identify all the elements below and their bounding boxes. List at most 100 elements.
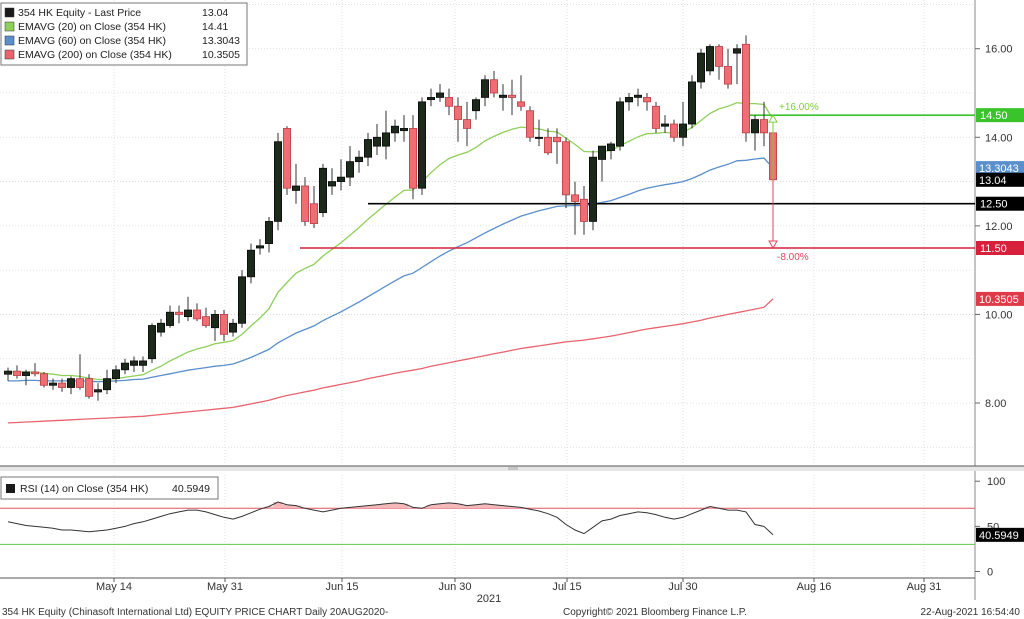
price-tick-label: 12.00 — [985, 221, 1013, 233]
legend-label: EMAVG (20) on Close (354 HK) — [18, 21, 166, 33]
upside-arrow-head — [768, 114, 778, 123]
candle-up — [598, 145, 607, 160]
footer: 354 HK Equity (Chinasoft International L… — [2, 607, 1020, 618]
downside-arrow-head — [768, 240, 778, 250]
legend-label: EMAVG (60) on Close (354 HK) — [18, 35, 166, 47]
candle-up — [129, 360, 138, 366]
annotations: +16.00% -8.00% — [768, 102, 819, 263]
candle-down — [309, 203, 318, 225]
candle-down — [517, 101, 526, 107]
candle-up — [417, 101, 426, 189]
candle-down — [300, 185, 309, 222]
rsi-legend-swatch — [6, 484, 15, 493]
candle-up — [363, 139, 372, 158]
candle-up — [733, 48, 742, 54]
candle-up — [679, 123, 688, 138]
upside-percent-label: +16.00% — [779, 102, 819, 113]
level-tag-label: 11.50 — [980, 243, 1007, 255]
ema-lines — [7, 102, 774, 424]
candle-up — [471, 99, 480, 112]
candle-up — [372, 136, 381, 147]
date-tick-label: May 14 — [96, 581, 132, 593]
year-label: 2021 — [477, 593, 501, 605]
candle-up — [273, 141, 282, 222]
legend-value: 13.3043 — [202, 35, 240, 47]
legend-label: EMAVG (200) on Close (354 HK) — [18, 49, 172, 61]
candles — [4, 35, 778, 401]
candle-up — [535, 136, 544, 139]
candle-up — [94, 389, 103, 393]
candle-up — [751, 119, 760, 134]
candle-up — [318, 167, 327, 213]
price-tick-label: 16.00 — [985, 44, 1013, 56]
rsi-value-tag — [976, 527, 1024, 542]
footer-timestamp: 22-Aug-2021 16:54:40 — [920, 607, 1020, 618]
horizontal-levels: 14.50 12.50 11.50 — [300, 108, 1024, 255]
candle-down — [201, 316, 210, 326]
candle-up — [67, 378, 76, 388]
candle-down — [526, 110, 535, 138]
candle-up — [354, 156, 363, 163]
candle-up — [21, 371, 30, 376]
date-tick-label: Aug 16 — [797, 581, 832, 593]
candle-up — [480, 79, 489, 98]
candle-down — [670, 123, 679, 138]
candle-up — [165, 311, 174, 326]
level-tag-label: 12.50 — [980, 199, 1008, 211]
candle-up — [336, 176, 345, 182]
candle-up — [121, 362, 130, 371]
candle-up — [147, 325, 156, 360]
date-tick-label: Jun 15 — [325, 581, 358, 593]
date-tick-label: May 31 — [207, 581, 243, 593]
candle-down — [12, 370, 21, 376]
candle-down — [282, 128, 291, 189]
candle-up — [255, 245, 264, 249]
date-tick-label: Aug 31 — [907, 581, 942, 593]
candle-down — [85, 378, 94, 397]
candle-up — [138, 360, 147, 366]
candle-up — [634, 94, 643, 98]
candle-down — [408, 128, 417, 189]
candle-up — [589, 156, 598, 222]
candle-down — [192, 309, 201, 320]
legend-box — [0, 2, 248, 66]
legend-label: 354 HK Equity - Last Price — [18, 7, 141, 19]
candle-down — [724, 66, 733, 85]
candle-down — [507, 94, 516, 98]
candle-up — [498, 94, 507, 98]
price-tag — [976, 291, 1024, 306]
candle-down — [580, 198, 589, 222]
candle-up — [4, 370, 12, 375]
price-tag-label: 13.3043 — [979, 163, 1019, 175]
level-tag — [976, 196, 1024, 211]
price-tag-label: 10.3505 — [979, 294, 1019, 306]
ema-line-3 — [7, 298, 774, 424]
candle-up — [264, 221, 273, 244]
candle-down — [544, 136, 553, 154]
candle-down — [462, 119, 471, 129]
candle-down — [742, 43, 751, 134]
legend-swatch — [4, 7, 15, 18]
candle-up — [426, 97, 435, 101]
candle-down — [571, 194, 580, 202]
rsi-tick-label: 100 — [987, 476, 1005, 488]
rsi-overbought-shade — [264, 501, 715, 509]
date-tick-label: Jul 15 — [552, 581, 581, 593]
candle-up — [345, 161, 354, 178]
rsi-lines — [7, 501, 774, 536]
legend-value: 13.04 — [202, 7, 228, 19]
candle-down — [652, 105, 661, 129]
candle-up — [607, 143, 616, 151]
ema-line-2 — [8, 157, 774, 383]
candle-up — [688, 81, 697, 125]
ema-line-1 — [8, 102, 774, 381]
bottom-axis: May 14 May 31 Jun 15 Jun 30 Jul 15 Jul 30 Aug … — [96, 578, 941, 605]
rsi-value-tag-label: 40.5949 — [979, 530, 1019, 542]
date-tick-label: Jul 30 — [668, 581, 697, 593]
candle-down — [40, 373, 49, 386]
candle-up — [210, 314, 219, 329]
candle-up — [327, 181, 336, 187]
main-legend: 354 HK Equity - Last Price 13.04 EMAVG (20… — [0, 2, 248, 66]
